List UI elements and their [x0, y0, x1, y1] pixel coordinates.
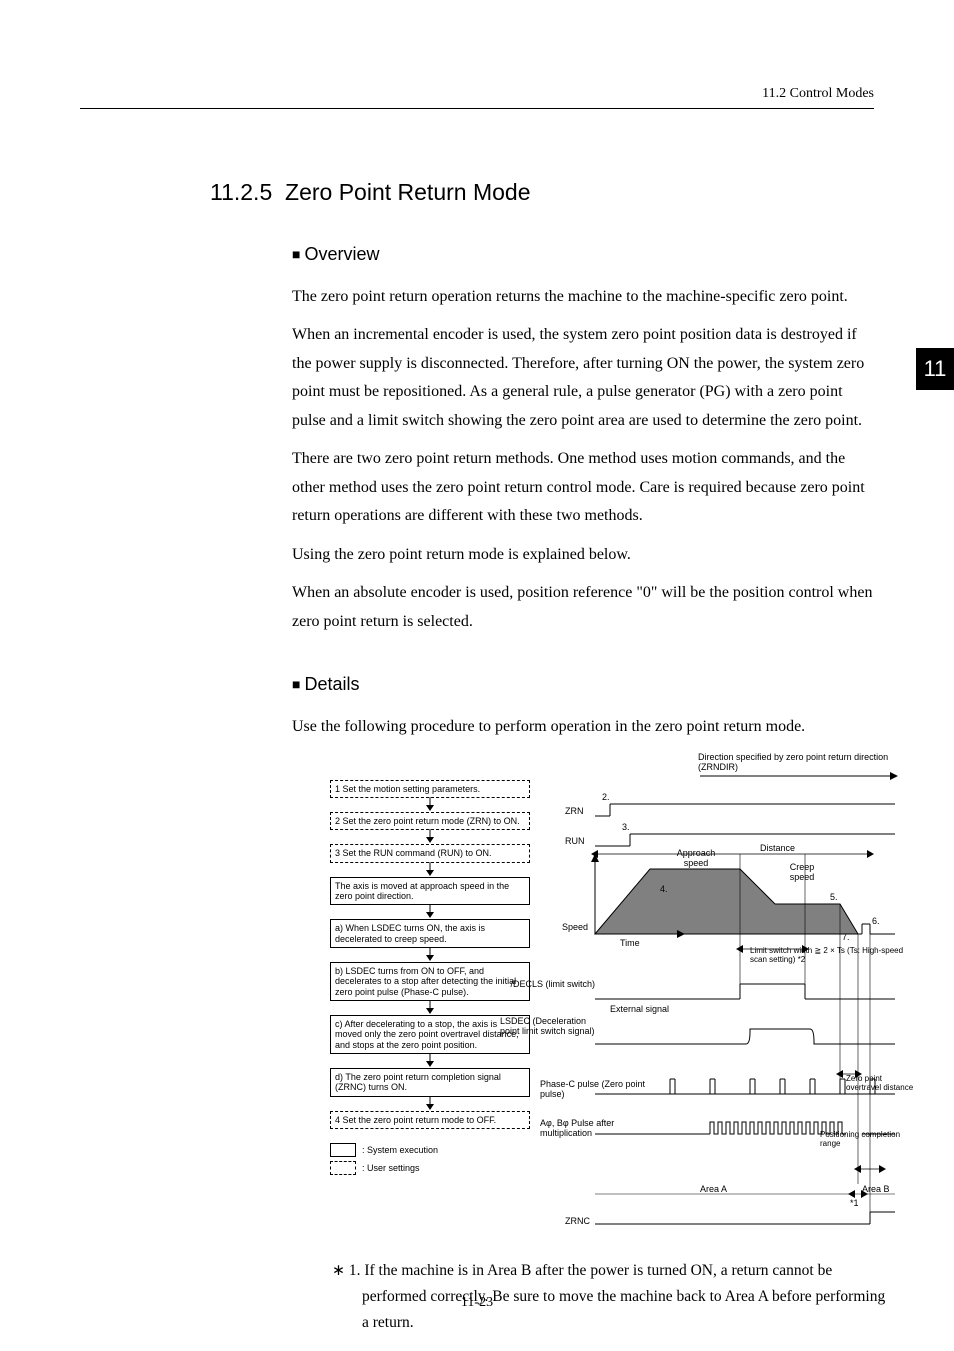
legend-user-label: : User settings [362, 1163, 420, 1173]
n7-label: 7. [842, 932, 850, 942]
arrow-down-icon [425, 1096, 435, 1110]
areaA-label: Area A [700, 1184, 727, 1194]
time-label: Time [620, 938, 640, 948]
flow-step-4-label: The axis is moved at approach speed in t… [335, 881, 509, 901]
lsw-label: Limit switch width ≧ 2 × Ts (Ts: High-sp… [750, 946, 910, 964]
flow-step-d-label: d) The zero point return completion sign… [335, 1072, 501, 1092]
flow-step-a: a) When LSDEC turns ON, the axis is dece… [330, 919, 530, 948]
flow-step-1-label: 1 Set the motion setting parameters. [335, 784, 480, 794]
star1-label: *1 [850, 1198, 859, 1208]
arrow-down-icon [425, 904, 435, 918]
arrow-down-icon [425, 1000, 435, 1014]
flow-step-3-label: 3 Set the RUN command (RUN) to ON. [335, 848, 492, 858]
n6-label: 6. [872, 916, 880, 926]
legend-user: : User settings [330, 1161, 530, 1175]
legend-solid-icon [330, 1143, 356, 1157]
speed-label: Speed [562, 922, 588, 932]
n2-label: 2. [602, 792, 610, 802]
page-header: 11.2 Control Modes [80, 0, 874, 109]
square-bullet-icon: ■ [292, 246, 300, 262]
flow-step-2-label: 2 Set the zero point return mode (ZRN) t… [335, 816, 520, 826]
flow-step-a-label: a) When LSDEC turns ON, the axis is dece… [335, 923, 485, 943]
distance-label: Distance [760, 843, 795, 853]
n5-label: 5. [830, 892, 838, 902]
section-title: Zero Point Return Mode [285, 179, 530, 205]
legend-system: : System execution [330, 1143, 530, 1157]
creep-label: Creep speed [782, 862, 822, 883]
arrow-down-icon [425, 947, 435, 961]
legend-system-label: : System execution [362, 1145, 438, 1155]
n4-label: 4. [660, 884, 668, 894]
flow-step-3: 3 Set the RUN command (RUN) to ON. [330, 844, 530, 862]
legend: : System execution : User settings [330, 1143, 530, 1175]
ab-label: Aφ, Bφ Pulse after multiplication [540, 1118, 650, 1139]
overview-p5: When an absolute encoder is used, positi… [292, 579, 874, 636]
overview-heading: ■Overview [292, 244, 874, 265]
arrow-down-icon [425, 1053, 435, 1067]
decls-label: /DECLS (limit switch) [500, 979, 595, 989]
overview-title: Overview [304, 244, 379, 264]
overview-block: ■Overview The zero point return operatio… [292, 244, 874, 636]
ext-label: External signal [610, 1004, 669, 1014]
flow-step-c-label: c) After decelerating to a stop, the axi… [335, 1019, 519, 1050]
flow-step-b-label: b) LSDEC turns from ON to OFF, and decel… [335, 966, 516, 997]
timing-diagram: Direction specified by zero point return… [550, 754, 910, 1234]
details-heading: ■Details [292, 674, 874, 695]
arrow-down-icon [425, 862, 435, 876]
lsdec-label: LSDEC (Deceleration point limit switch s… [500, 1016, 600, 1037]
flow-step-9: 4 Set the zero point return mode to OFF. [330, 1111, 530, 1129]
page: 11.2 Control Modes 11 11.2.5 Zero Point … [0, 0, 954, 1351]
flow-step-4: The axis is moved at approach speed in t… [330, 877, 530, 906]
page-number: 11-23 [0, 1295, 954, 1311]
zot-label: Zero point overtravel distance [846, 1074, 916, 1092]
areaB-label: Area B [862, 1184, 890, 1194]
section-heading: 11.2.5 Zero Point Return Mode [210, 179, 874, 206]
chapter-tab: 11 [916, 348, 954, 390]
details-title: Details [304, 674, 359, 694]
details-block: ■Details Use the following procedure to … [292, 674, 874, 741]
lsw1: Limit switch width [750, 946, 812, 955]
dir-label: Direction specified by zero point return… [698, 752, 898, 773]
header-text: 11.2 Control Modes [762, 86, 874, 101]
chapter-tab-number: 11 [924, 356, 947, 381]
overview-p2: When an incremental encoder is used, the… [292, 321, 874, 435]
details-intro: Use the following procedure to perform o… [292, 713, 874, 741]
flow-step-2: 2 Set the zero point return mode (ZRN) t… [330, 812, 530, 830]
overview-p4: Using the zero point return mode is expl… [292, 541, 874, 569]
arrow-down-icon [425, 829, 435, 843]
timing-svg [550, 754, 910, 1234]
zrn-label: ZRN [565, 806, 584, 816]
legend-dash-icon [330, 1161, 356, 1175]
poscomp-label: Positioning completion range [820, 1130, 915, 1148]
zrnc-label: ZRNC [565, 1216, 590, 1226]
section-number: 11.2.5 [210, 179, 272, 205]
overview-p1: The zero point return operation returns … [292, 283, 874, 311]
phasec-label: Phase-C pulse (Zero point pulse) [540, 1079, 650, 1100]
overview-p3: There are two zero point return methods.… [292, 445, 874, 530]
approach-label: Approach speed [666, 848, 726, 869]
flow-step-d: d) The zero point return completion sign… [330, 1068, 530, 1097]
flow-step-1: 1 Set the motion setting parameters. [330, 780, 530, 798]
n3-label: 3. [622, 822, 630, 832]
run-label: RUN [565, 836, 585, 846]
arrow-down-icon [425, 797, 435, 811]
square-bullet-icon: ■ [292, 676, 300, 692]
flow-step-9-label: 4 Set the zero point return mode to OFF. [335, 1115, 496, 1125]
zero-point-diagram: 1 Set the motion setting parameters. 2 S… [330, 754, 910, 1234]
